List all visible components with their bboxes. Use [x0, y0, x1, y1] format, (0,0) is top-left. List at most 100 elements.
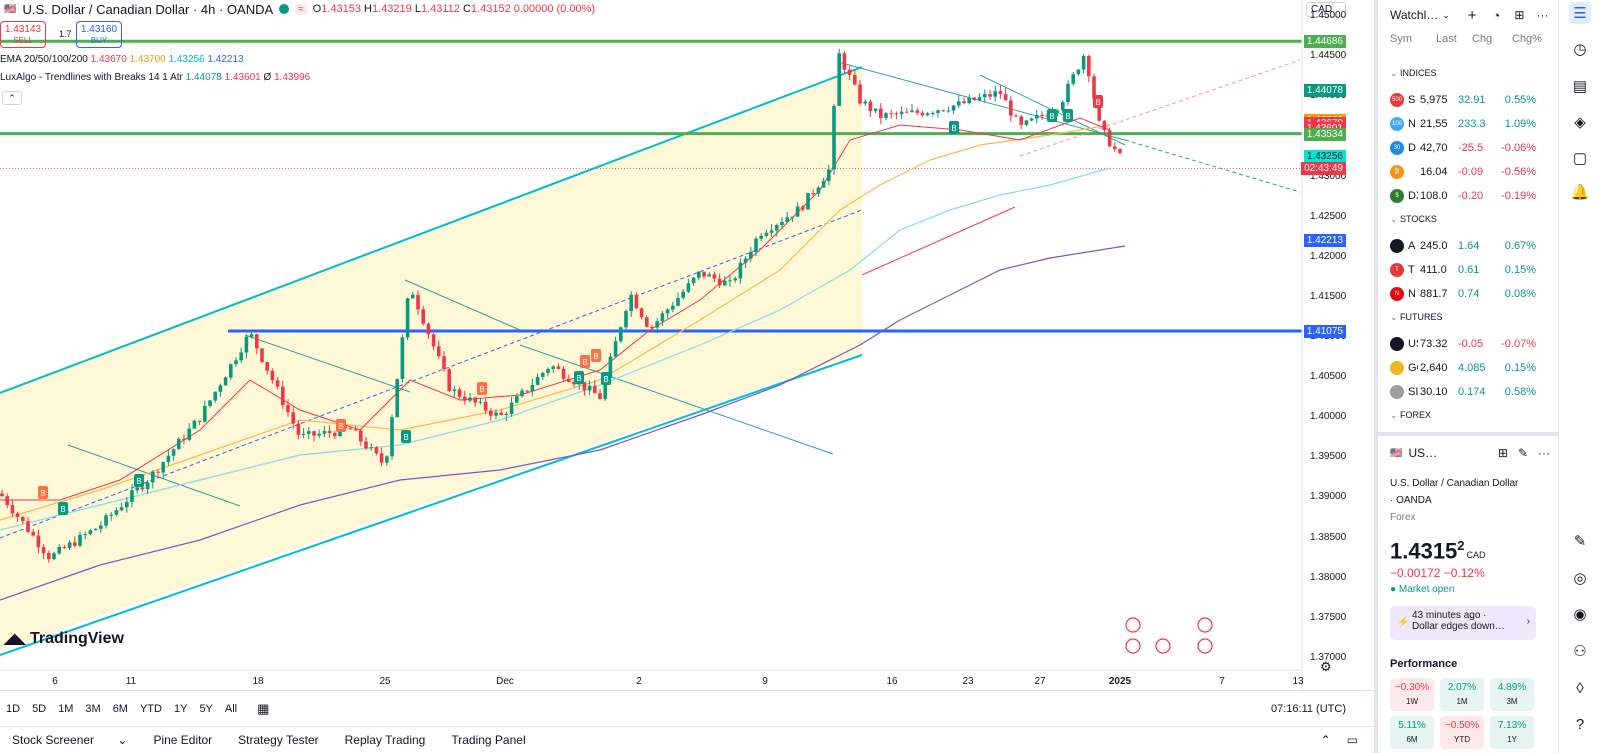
broker-icon[interactable]: ◊ — [1576, 679, 1584, 697]
chevron-down-icon[interactable]: ⌄ — [1442, 9, 1450, 20]
watchlist-row[interactable]: US73.32-0.05-0.07% — [1378, 332, 1558, 356]
layers-icon[interactable]: ◈ — [1574, 114, 1586, 131]
watchlist-icon[interactable]: ☰ — [1569, 2, 1591, 24]
candle-body — [416, 294, 420, 310]
candle-body — [478, 401, 483, 403]
replay-badge-icon[interactable]: ≈ — [295, 3, 307, 15]
tab-strategy-tester[interactable]: Strategy Tester — [238, 733, 319, 747]
watchlist-row[interactable]: 30 D 42,70 -25.5 -0.06% — [1378, 136, 1558, 160]
more-icon[interactable]: ··· — [1538, 446, 1550, 460]
more-icon[interactable]: ··· — [1536, 8, 1549, 22]
candle-body — [411, 294, 415, 299]
watchlist-row[interactable]: ₿ 16.04 -0.09 -0.56% — [1378, 160, 1558, 184]
notification-bell-icon[interactable]: 🔔 — [1570, 184, 1590, 201]
alerts-clock-icon[interactable]: ◷ — [1573, 41, 1587, 58]
community-icon[interactable]: ⚇ — [1573, 643, 1587, 660]
add-symbol-icon[interactable]: + — [1467, 6, 1477, 24]
grid-icon[interactable]: ⊞ — [1497, 446, 1508, 460]
watchlist-section-indices[interactable]: ⌄ INDICES — [1390, 68, 1437, 78]
candle-body — [135, 487, 139, 491]
candle-body — [546, 368, 550, 373]
performance-cell[interactable]: 7.13% 1Y — [1490, 716, 1534, 749]
pencil-icon[interactable]: ✎ — [1573, 533, 1587, 550]
timeframe-ytd[interactable]: YTD — [139, 702, 162, 715]
price-axis[interactable]: 1.450001.445001.440001.435001.430001.425… — [1301, 0, 1374, 690]
timeframe-3m[interactable]: 3M — [85, 702, 101, 715]
breakout-marker-label: B — [603, 375, 608, 384]
help-icon[interactable]: ? — [1575, 715, 1585, 733]
luxalgo-indicator-legend[interactable]: LuxAlgo - Trendlines with Breaks 14 1 At… — [0, 72, 311, 83]
symbol-title[interactable]: U.S. Dollar / Canadian Dollar · 4h · OAN… — [22, 1, 274, 17]
details-full-name[interactable]: U.S. Dollar / Canadian Dollar — [1390, 478, 1519, 489]
tab-trading-panel[interactable]: Trading Panel — [451, 733, 526, 747]
candle-body — [671, 305, 675, 310]
watchlist-columns: Sym Last Chg Chg% — [1390, 33, 1542, 45]
performance-cell[interactable]: −0.50% YTD — [1440, 716, 1484, 749]
candle-body — [1040, 114, 1044, 116]
tab-pine-editor[interactable]: Pine Editor — [153, 733, 213, 747]
performance-cell[interactable]: 4.89% 3M — [1490, 678, 1534, 711]
currency-selector[interactable]: CAD — [1306, 2, 1346, 17]
watchlist-row[interactable]: A 245.0 1.64 0.67% — [1378, 234, 1558, 258]
candle-body — [946, 110, 951, 112]
breakout-marker-label: B — [582, 358, 587, 367]
chart-settings-icon[interactable]: ⚙ — [1320, 659, 1332, 674]
candle-body — [78, 534, 82, 546]
watchlist-title[interactable]: Watchl… — [1390, 8, 1439, 22]
candle-body — [483, 401, 488, 411]
news-card[interactable]: ⚡ 43 minutes ago · Dollar edges down… › — [1390, 606, 1536, 640]
watchlist-row[interactable]: $DX108.0-0.20-0.19% — [1378, 184, 1558, 208]
sell-button[interactable]: 1.43143 SELL — [0, 21, 46, 48]
data-window-icon[interactable]: ▤ — [1572, 78, 1588, 95]
ema-indicator-legend[interactable]: EMA 20/50/100/200 1.43670 1.43700 1.4325… — [0, 54, 244, 65]
tab-stock-screener[interactable]: Stock Screener ⌄ — [12, 733, 128, 747]
candle-body — [988, 94, 992, 97]
tab-replay-trading[interactable]: Replay Trading — [344, 733, 426, 747]
performance-cell[interactable]: 5.11% 6M — [1390, 716, 1434, 749]
watchlist-section-forex[interactable]: ⌄ FOREX — [1390, 410, 1432, 420]
collapse-legend-button[interactable]: ⌃ — [2, 91, 22, 105]
market-status-dot — [279, 4, 290, 14]
timeframe-5d[interactable]: 5D — [32, 702, 47, 715]
watchlist-options-icon[interactable]: ◔ — [1492, 7, 1501, 23]
timeframe-1m[interactable]: 1M — [58, 702, 74, 715]
watchlist-row[interactable]: 500 S 5,975 32.91 0.55% — [1390, 93, 1536, 107]
hotlist-icon[interactable]: ◉ — [1573, 606, 1587, 623]
symbol-logo-icon: 500 — [1390, 93, 1404, 107]
chat-icon[interactable]: ▢ — [1572, 150, 1588, 167]
candle-body — [104, 515, 108, 526]
breakout-marker — [1093, 95, 1103, 108]
timeframe-6m[interactable]: 6M — [112, 702, 128, 715]
watchlist-row[interactable]: 100 N 21,55 233.3 1.09% — [1390, 117, 1536, 131]
performance-cell[interactable]: 2.07% 1M — [1440, 678, 1484, 711]
candle-body — [244, 336, 249, 353]
maximize-panel-icon[interactable]: ▭ — [1346, 733, 1358, 747]
buy-button[interactable]: 1.43160 BUY — [76, 21, 122, 48]
candle-body — [1066, 83, 1070, 103]
candle-body — [634, 294, 639, 309]
breakout-marker — [601, 372, 611, 385]
collapse-panel-icon[interactable]: ⌃ — [1320, 733, 1331, 747]
layout-icon[interactable]: ⊞ — [1514, 8, 1525, 22]
watchlist-section-futures[interactable]: ⌄ FUTURES — [1390, 312, 1443, 322]
timeframe-all[interactable]: All — [224, 702, 238, 715]
performance-cell[interactable]: −0.30% 1W — [1390, 678, 1434, 711]
details-symbol[interactable]: US… — [1408, 446, 1438, 460]
timeframe-1d[interactable]: 1D — [6, 702, 21, 715]
timeframe-5y[interactable]: 5Y — [199, 702, 213, 715]
time-tick: 2 — [636, 676, 642, 687]
watchlist-row[interactable]: N N 881.7 0.74 0.08% — [1378, 282, 1558, 306]
target-icon[interactable]: ◎ — [1573, 570, 1587, 587]
symbol-logo-icon: ₿ — [1390, 165, 1404, 179]
watchlist-section-stocks[interactable]: ⌄ STOCKS — [1390, 214, 1437, 224]
clock[interactable]: 07:16:11 (UTC) — [1271, 702, 1346, 715]
edit-icon[interactable]: ✎ — [1517, 446, 1528, 460]
details-exchange: · OANDA — [1390, 495, 1432, 506]
timeframe-1y[interactable]: 1Y — [173, 702, 188, 715]
date-range-icon[interactable]: ▦ — [257, 700, 270, 716]
watchlist-row[interactable]: T T 411.0 0.61 0.15% — [1378, 258, 1558, 282]
